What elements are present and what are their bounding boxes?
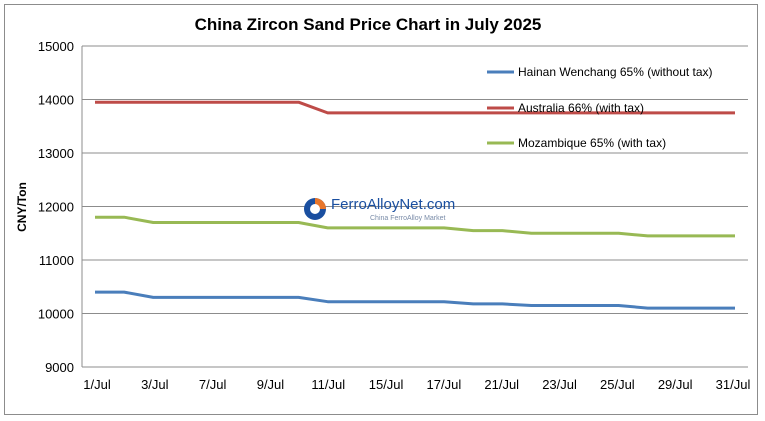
x-tick-label: 9/Jul [257,377,285,392]
chart-title: China Zircon Sand Price Chart in July 20… [195,15,542,34]
y-tick-label: 9000 [45,360,74,375]
watermark-logo: FerroAlloyNet.com China FerroAlloy Marke… [304,196,455,222]
x-tick-label: 1/Jul [83,377,111,392]
legend-label: Hainan Wenchang 65% (without tax) [518,65,713,79]
axes [81,46,748,368]
x-tick-label: 23/Jul [542,377,577,392]
x-tick-label: 15/Jul [369,377,404,392]
x-tick-label: 29/Jul [658,377,693,392]
legend-label: Mozambique 65% (with tax) [518,136,666,150]
x-tick-label: 25/Jul [600,377,635,392]
x-tick-label: 3/Jul [141,377,169,392]
chart-frame [4,4,758,415]
y-tick-label: 12000 [38,200,74,215]
y-tick-labels: 9000 10000 11000 12000 13000 14000 15000 [38,39,74,375]
ferroalloy-logo-icon [304,198,326,220]
gridlines [82,45,748,314]
x-tick-label: 17/Jul [427,377,462,392]
legend-label: Australia 66% (with tax) [518,101,644,115]
y-axis-title: CNY/Ton [15,182,29,232]
x-tick-label: 21/Jul [484,377,519,392]
x-tick-label: 7/Jul [199,377,227,392]
series-line-3 [95,215,735,238]
watermark-tagline: China FerroAlloy Market [370,215,446,222]
series-line-2 [95,100,735,115]
series-line-1 [95,290,735,310]
y-tick-label: 14000 [38,93,74,108]
x-tick-labels: 1/Jul 3/Jul 7/Jul 9/Jul 11/Jul 15/Jul 17/Jul 21… [83,377,750,392]
y-tick-label: 13000 [38,146,74,161]
x-tick-label: 31/Jul [716,377,751,392]
y-tick-label: 15000 [38,39,74,54]
y-tick-label: 10000 [38,307,74,322]
series-lines [95,100,735,310]
x-tick-label: 11/Jul [311,377,345,392]
watermark-brand: FerroAlloyNet.com [331,196,455,213]
y-tick-label: 11000 [39,253,74,268]
legend: Hainan Wenchang 65% (without tax) Austral… [487,65,713,150]
